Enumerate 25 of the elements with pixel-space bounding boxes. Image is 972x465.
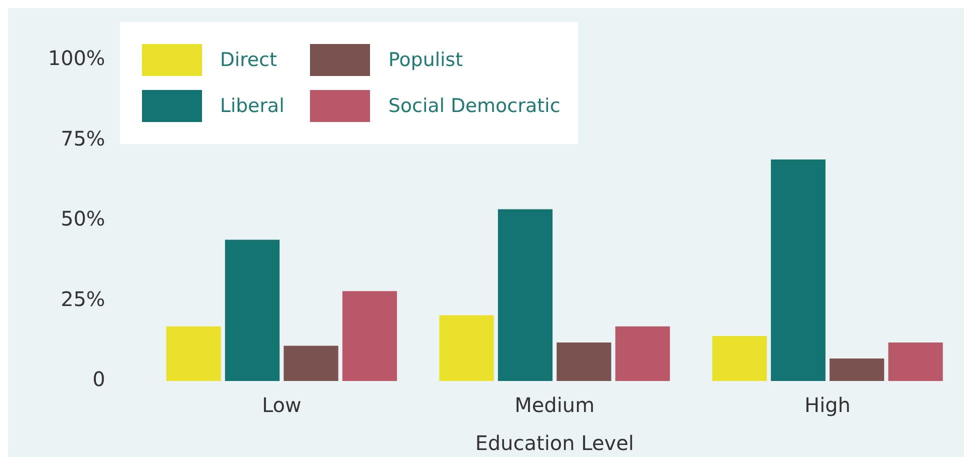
x-axis-title: Education Level xyxy=(475,431,634,456)
bar xyxy=(888,342,943,381)
bar xyxy=(712,336,767,381)
bar xyxy=(342,291,397,381)
x-tick-label: Medium xyxy=(514,393,595,418)
y-tick-label: 25% xyxy=(60,286,106,311)
x-tick-label: High xyxy=(804,393,851,418)
bar xyxy=(556,342,612,381)
legend-label: Populist xyxy=(388,49,463,71)
bar xyxy=(225,240,280,381)
y-tick-label: 0 xyxy=(92,367,106,392)
legend-label: Liberal xyxy=(220,95,284,117)
legend-label: Social Democratic xyxy=(388,95,560,117)
y-tick-label: 75% xyxy=(60,126,106,150)
bar xyxy=(284,346,338,381)
legend-label: Direct xyxy=(220,49,277,71)
bar xyxy=(830,358,884,381)
bar xyxy=(770,160,826,381)
bar xyxy=(166,326,221,381)
bar xyxy=(615,326,670,381)
x-tick-label: Low xyxy=(262,393,302,418)
bar xyxy=(439,315,494,381)
bar xyxy=(498,209,553,381)
y-tick-label: 100% xyxy=(48,46,106,70)
y-tick-label: 50% xyxy=(60,206,106,231)
